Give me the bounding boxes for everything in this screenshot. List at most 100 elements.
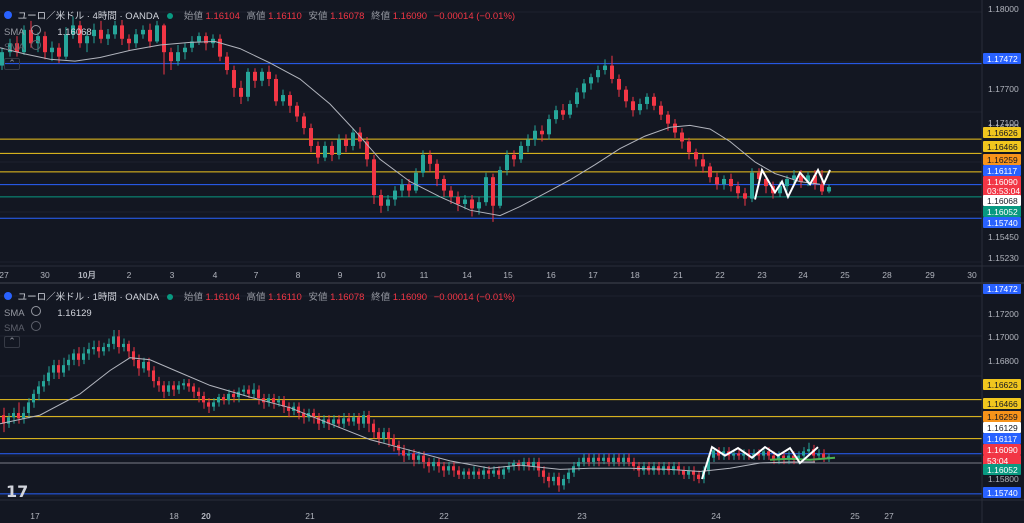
chart-svg-4h[interactable]: 1.180001.177001.171001.167001.154501.152…	[0, 0, 1024, 282]
candle-body	[772, 455, 775, 460]
candle-body	[557, 476, 560, 486]
candle-body	[507, 466, 510, 470]
candle-body	[302, 413, 305, 418]
candle-body	[17, 413, 20, 419]
price-badge-label: 1.16626	[987, 380, 1018, 390]
candle-body	[141, 29, 145, 35]
candle-body	[452, 466, 455, 471]
symbol-icon	[4, 292, 12, 300]
candle-body	[442, 178, 446, 191]
candle-body	[657, 466, 660, 471]
candle-body	[519, 145, 523, 160]
legend-high-key: 高値	[246, 11, 266, 22]
candle-body	[97, 347, 100, 352]
chart-pane-1h[interactable]: 1.17200 1.17000 1.16800 1.15800 1.17472 1.166…	[0, 284, 1024, 523]
x-tick-label: 29	[925, 270, 935, 280]
candle-body	[247, 389, 250, 394]
candle-body	[77, 353, 80, 360]
candle-body	[477, 202, 481, 209]
candle-body	[162, 385, 165, 392]
sma-row-4h[interactable]: SMA 1.16068	[4, 25, 92, 38]
candle-body	[72, 353, 75, 360]
candle-body	[323, 145, 327, 158]
pane-separator[interactable]	[0, 282, 1024, 284]
candle-body	[582, 457, 585, 462]
candle-body	[652, 96, 656, 106]
candle-body	[533, 130, 537, 140]
candle-body	[372, 423, 375, 433]
price-badge-label: 1.16259	[987, 412, 1018, 422]
candle-body	[239, 87, 243, 97]
candle-body	[767, 451, 770, 456]
candle-body	[707, 457, 710, 471]
x-tick-label: 21	[305, 511, 315, 521]
candle-body	[260, 71, 264, 81]
chart-pane-4h[interactable]: 1.180001.177001.171001.167001.154501.152…	[0, 0, 1024, 282]
sma2-row-4h[interactable]: SMA	[4, 40, 41, 53]
x-tick-label: 30	[40, 270, 50, 280]
candle-body	[540, 130, 544, 135]
candle-body	[71, 25, 75, 35]
y-tick-label: 1.17700	[988, 84, 1019, 94]
candle-body	[497, 470, 500, 475]
candle-body	[132, 351, 135, 360]
price-badge-label: 1.17472	[987, 54, 1018, 64]
chart-svg-1h[interactable]: 1.17200 1.17000 1.16800 1.15800 1.17472 1.166…	[0, 284, 1024, 523]
candle-body	[137, 359, 140, 369]
candle-body	[532, 461, 535, 467]
candle-body	[187, 383, 190, 387]
collapse-icon[interactable]: ⌃	[4, 58, 20, 70]
price-badge-label: 1.16466	[987, 142, 1018, 152]
y-tick-label: 1.15800	[988, 474, 1019, 484]
price-badge-label: 1.16090	[987, 177, 1018, 187]
candle-body	[813, 175, 817, 185]
legend-change: −0.00014 (−0.01%)	[433, 292, 516, 303]
candle-body	[722, 178, 726, 185]
candle-body	[277, 400, 280, 403]
price-badge	[983, 53, 1021, 64]
legend-low: 1.16078	[330, 292, 365, 303]
candle-body	[272, 398, 275, 403]
candle-body	[757, 172, 761, 179]
settings-icon[interactable]	[30, 25, 41, 35]
candle-body	[645, 96, 649, 104]
candle-body	[0, 52, 4, 66]
eye-off-icon[interactable]	[30, 321, 41, 331]
candle-body	[342, 418, 345, 424]
sma2-row-1h[interactable]: SMA	[4, 321, 41, 334]
candle-body	[148, 29, 152, 42]
legend-low-key: 安値	[308, 11, 328, 22]
price-badge-label: 1.16052	[987, 465, 1018, 475]
candle-body	[246, 71, 250, 97]
y-tick-label: 1.18000	[988, 4, 1019, 14]
y-tick-label: 1.17100	[988, 118, 1019, 128]
sma-row-1h[interactable]: SMA 1.16129	[4, 306, 92, 319]
candle-body	[792, 175, 796, 179]
candle-body	[667, 466, 670, 471]
candle-body	[167, 385, 170, 392]
candle-body	[701, 159, 705, 167]
legend-open: 1.16104	[205, 292, 240, 303]
candle-body	[337, 419, 340, 424]
price-badge	[983, 411, 1021, 422]
candle-body	[222, 397, 225, 401]
candle-body	[309, 128, 313, 146]
candle-body	[253, 71, 257, 81]
eye-off-icon[interactable]	[30, 40, 41, 50]
candle-body	[85, 36, 89, 44]
sma-line	[0, 40, 821, 217]
x-tick-label: 7	[254, 270, 259, 280]
candle-body	[367, 415, 370, 424]
x-tick-label: 28	[882, 270, 892, 280]
candle-body	[687, 141, 691, 153]
settings-icon[interactable]	[30, 306, 41, 316]
price-badge-label: 1.17472	[987, 284, 1018, 294]
price-badge	[983, 464, 1021, 475]
price-badge-label: 1.16259	[987, 155, 1018, 165]
collapse-icon[interactable]: ⌃	[4, 336, 20, 348]
candle-body	[437, 461, 440, 467]
candle-body	[797, 455, 800, 460]
candle-body	[50, 47, 54, 53]
candle-body	[344, 139, 348, 146]
sma-label: SMA	[4, 27, 25, 38]
